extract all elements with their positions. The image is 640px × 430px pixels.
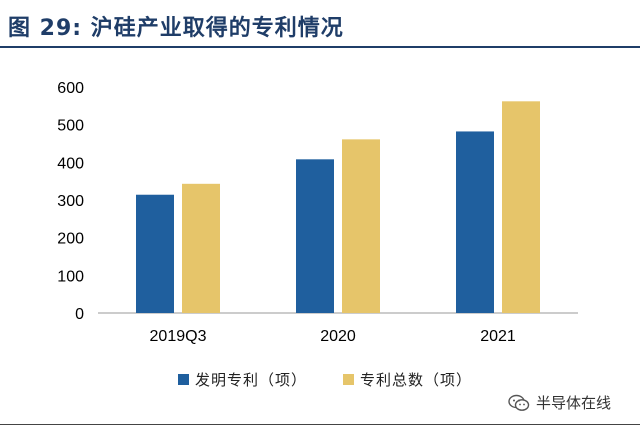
bar-2020-series-1 — [342, 139, 380, 313]
y-tick-label-500: 500 — [57, 118, 84, 135]
bar-2019Q3-series-1 — [182, 183, 220, 313]
title-rule — [0, 46, 640, 48]
y-tick-label-400: 400 — [57, 155, 84, 172]
x-tick-label-2019Q3: 2019Q3 — [150, 328, 207, 345]
y-tick-label-600: 600 — [57, 80, 84, 97]
watermark: 半导体在线 — [508, 392, 611, 413]
bar-2019Q3-series-0 — [136, 194, 174, 313]
x-tick-label-2020: 2020 — [320, 328, 356, 345]
x-tick-label-2021: 2021 — [480, 328, 516, 345]
legend-item-invention: 发明专利（项） — [178, 369, 307, 390]
y-tick-label-300: 300 — [57, 193, 84, 210]
bar-2021-series-1 — [502, 101, 540, 314]
wechat-icon — [508, 394, 530, 411]
y-tick-label-200: 200 — [57, 231, 84, 248]
bar-2021-series-0 — [456, 131, 494, 313]
bar-2020-series-0 — [296, 159, 334, 313]
legend-label-invention: 发明专利（项） — [195, 371, 308, 389]
x-axis-labels: 2019Q3 2020 2021 — [150, 328, 516, 345]
bars-group — [136, 101, 540, 314]
legend-swatch-invention — [178, 374, 189, 385]
legend-item-total: 专利总数（项） — [343, 369, 472, 390]
bottom-rule — [0, 424, 640, 425]
y-axis: 0 100 200 300 400 500 600 — [57, 80, 84, 323]
legend-swatch-total — [343, 374, 354, 385]
y-tick-label-0: 0 — [75, 306, 84, 323]
legend-label-total: 专利总数（项） — [360, 371, 473, 389]
watermark-text: 半导体在线 — [536, 394, 612, 412]
figure-title: 图 29: 沪硅产业取得的专利情况 — [8, 16, 344, 41]
y-tick-label-100: 100 — [57, 268, 84, 285]
